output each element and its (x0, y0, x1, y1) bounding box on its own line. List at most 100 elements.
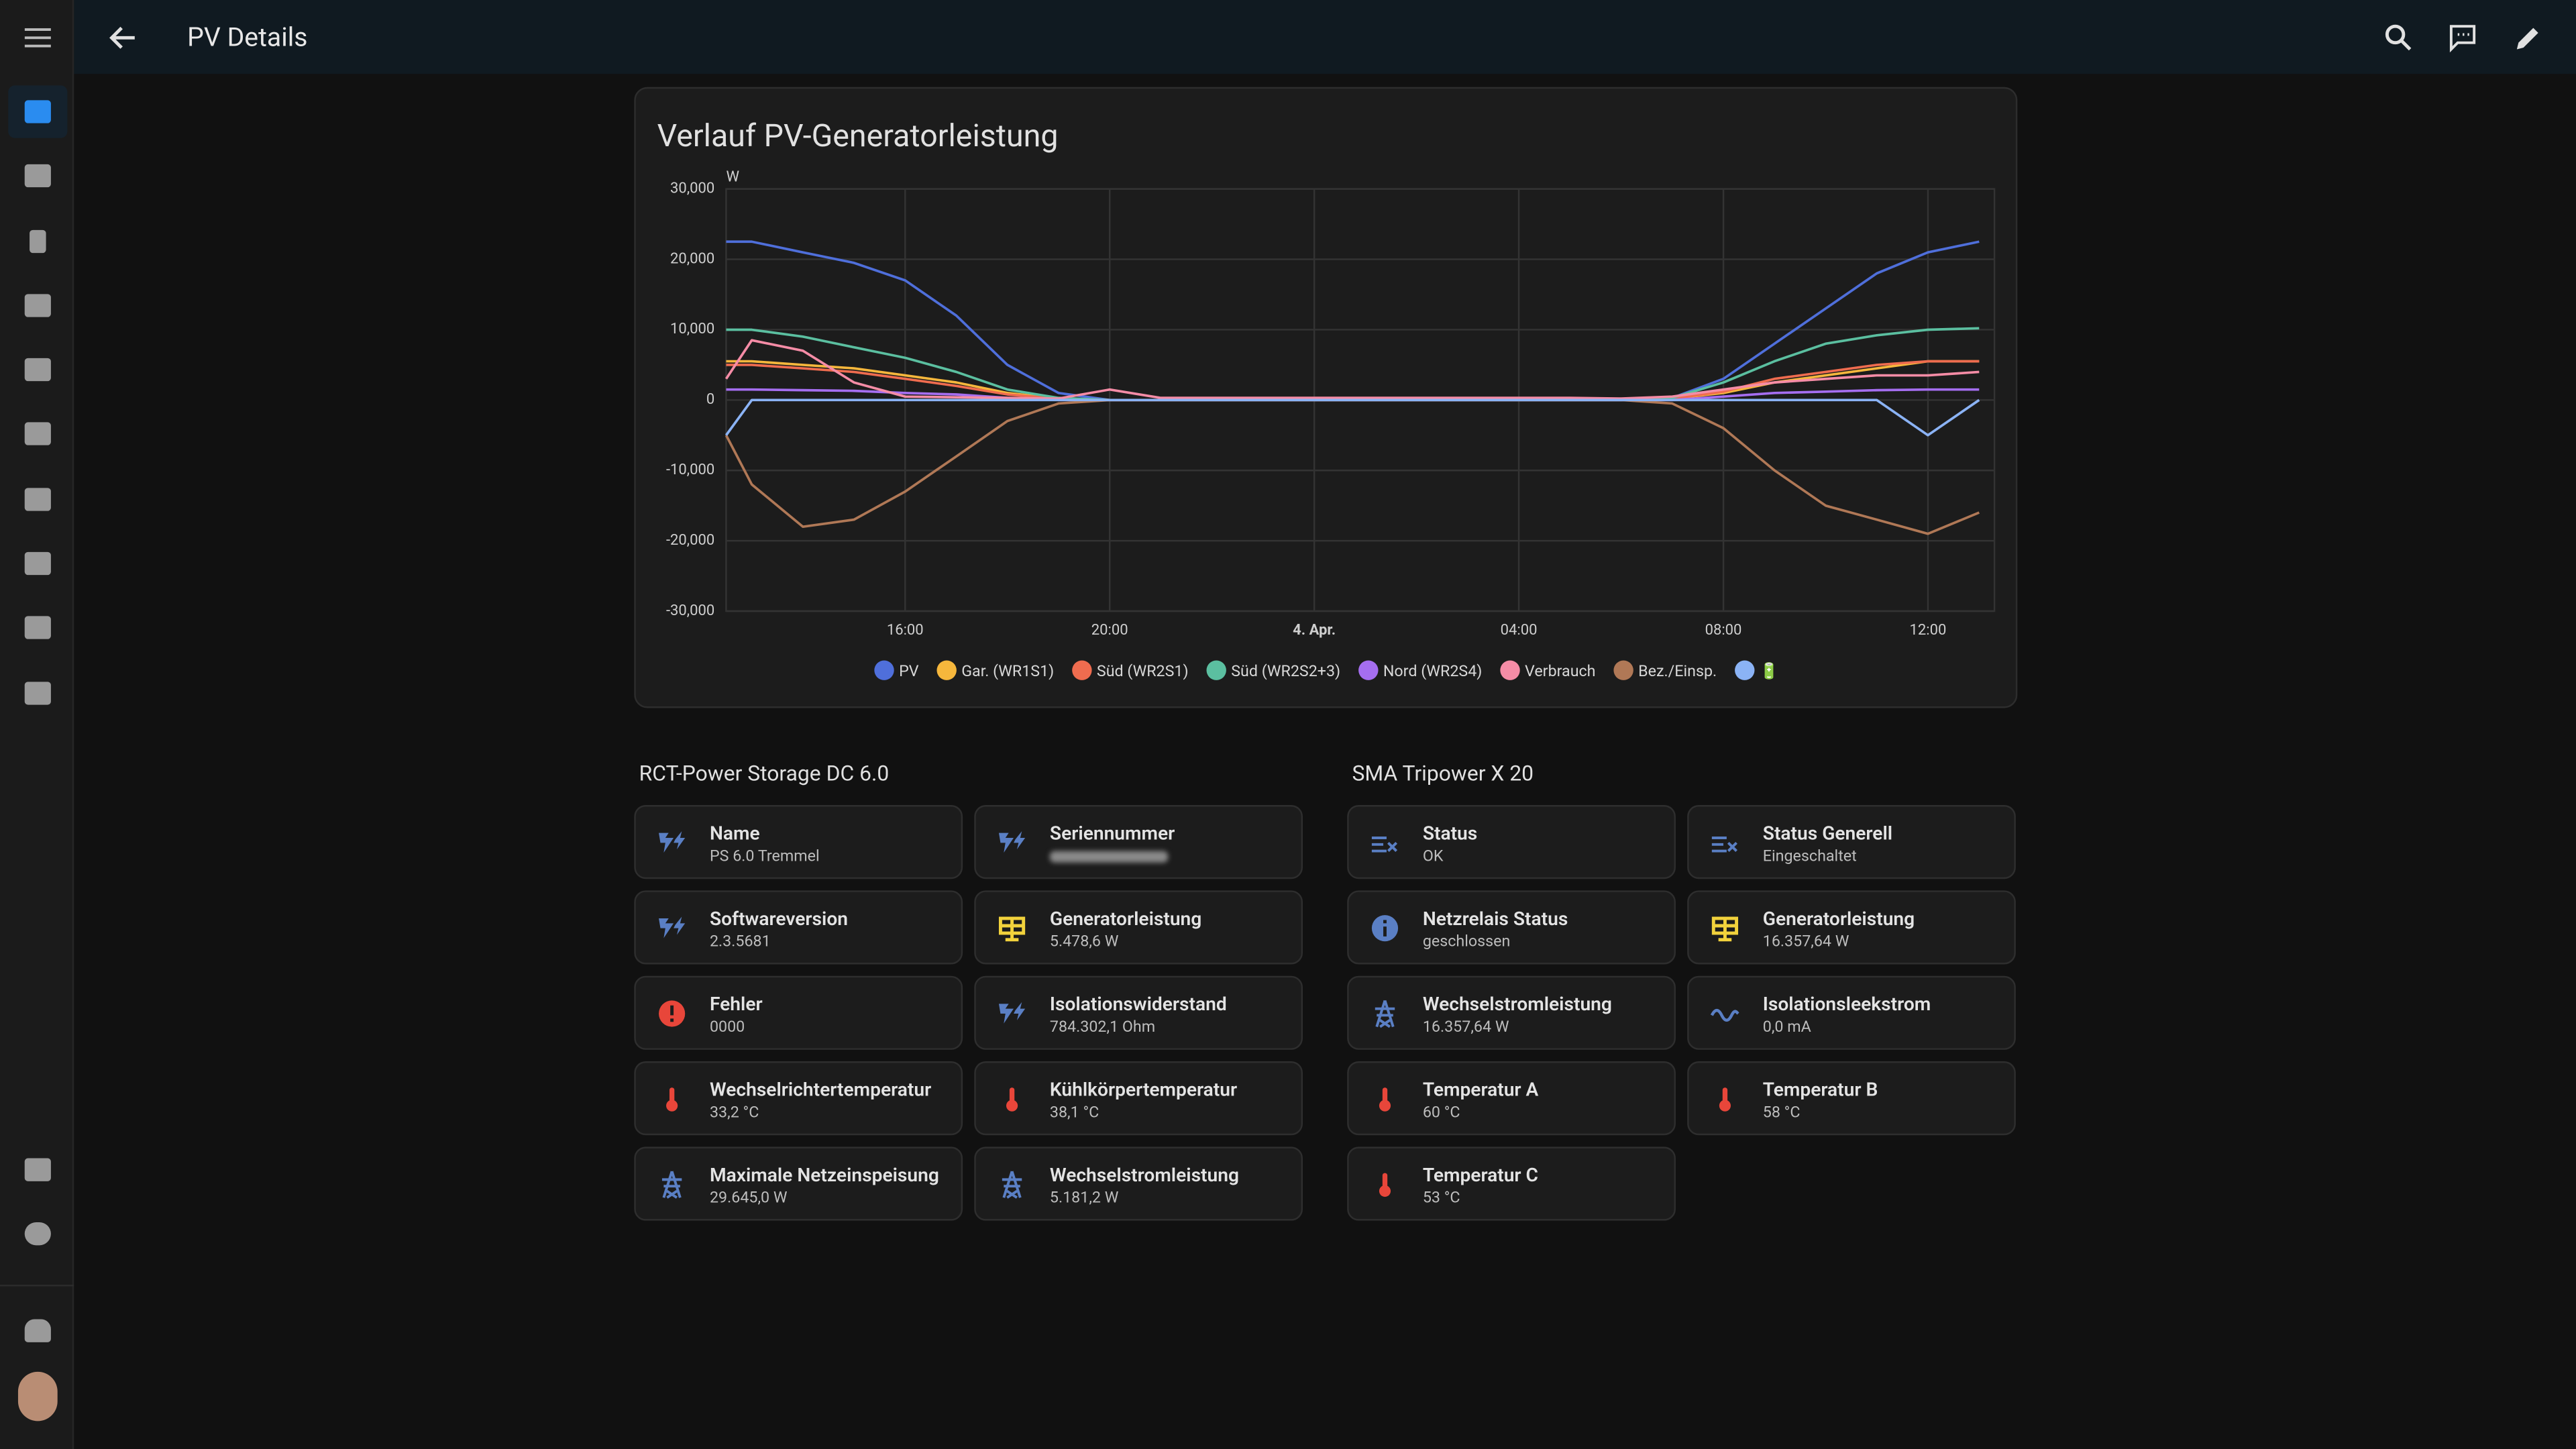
icon (1709, 998, 1741, 1030)
nav-developer[interactable] (24, 1158, 51, 1181)
entity-name: Temperatur A (1422, 1077, 1539, 1101)
edit-button[interactable] (2514, 23, 2543, 52)
legend-label: Süd (WR2S2+3) (1231, 661, 1340, 680)
user-avatar[interactable] (17, 1371, 58, 1421)
legend-swatch (1613, 660, 1633, 680)
entity-card[interactable]: Generatorleistung 5.478,6 W (974, 890, 1303, 965)
entity-card[interactable]: Wechselstromleistung 16.357,64 W (1347, 975, 1676, 1050)
entity-state: OK (1422, 847, 1444, 866)
entity-state: 0000 (709, 1018, 745, 1037)
legend-swatch (1735, 660, 1755, 680)
nav-energy[interactable] (30, 229, 46, 254)
entity-card[interactable]: Temperatur A 60 °C (1347, 1061, 1676, 1136)
icon (996, 998, 1028, 1030)
entity-card[interactable]: Generatorleistung 16.357,64 W (1687, 890, 2016, 965)
entity-state: 58 °C (1762, 1104, 1801, 1122)
legend-label: Bez./Einsp. (1638, 661, 1717, 680)
entity-name: Fehler (709, 992, 763, 1016)
series-line (726, 327, 1980, 402)
icon (1368, 1083, 1401, 1116)
entity-card[interactable]: Seriennummer (974, 805, 1303, 879)
entity-card[interactable]: Maximale Netzeinspeisung 29.645,0 W (634, 1146, 963, 1221)
menu-button[interactable] (24, 26, 51, 49)
icon (996, 1168, 1028, 1201)
x-tick-label: 4. Apr. (1293, 622, 1336, 639)
legend-swatch (874, 660, 894, 680)
nav-history[interactable] (24, 358, 51, 382)
entity-name: Maximale Netzeinspeisung (709, 1163, 939, 1187)
nav-calendar[interactable] (24, 422, 51, 445)
entity-card[interactable]: Isolationswiderstand 784.302,1 Ohm (974, 975, 1303, 1050)
entity-state: geschlossen (1422, 933, 1511, 951)
chart: Verlauf PV-Generatorleistung W -30,000 -2… (657, 118, 1996, 680)
entity-card[interactable]: Wechselrichtertemperatur 33,2 °C (634, 1061, 963, 1136)
entity-card[interactable]: Temperatur B 58 °C (1687, 1061, 2016, 1136)
back-button[interactable] (109, 23, 138, 52)
section-title: SMA Tripower X 20 (1352, 762, 1534, 788)
entity-name: Generatorleistung (1049, 906, 1202, 930)
nav-media[interactable] (24, 616, 51, 639)
entity-state: 0,0 mA (1762, 1018, 1811, 1037)
legend-swatch (1500, 660, 1520, 680)
legend-label: 🔋 (1760, 661, 1779, 680)
sidebar (0, 0, 74, 1449)
nav-tools[interactable] (24, 488, 51, 511)
legend-label: PV (899, 661, 919, 680)
icon (1368, 912, 1401, 945)
entity-state: 60 °C (1422, 1104, 1460, 1122)
entity-card[interactable]: Name PS 6.0 Tremmel (634, 805, 963, 879)
y-tick-label: 0 (706, 391, 714, 408)
x-tick-label: 12:00 (1910, 622, 1947, 639)
entity-state: 784.302,1 Ohm (1049, 1018, 1156, 1037)
entity-card[interactable]: Status OK (1347, 805, 1676, 879)
divider (0, 1285, 74, 1287)
assist-button[interactable] (2448, 23, 2477, 53)
legend-swatch (1072, 660, 1092, 680)
entity-card[interactable]: Netzrelais Status geschlossen (1347, 890, 1676, 965)
icon (655, 826, 688, 859)
x-tick-label: 08:00 (1705, 622, 1742, 639)
nav-hacs[interactable] (24, 551, 51, 576)
x-tick-label: 20:00 (1091, 622, 1128, 639)
legend-label: Nord (WR2S4) (1383, 661, 1483, 680)
nav-map[interactable] (24, 164, 51, 188)
entity-state: 2.3.5681 (709, 933, 771, 951)
legend-swatch (936, 660, 957, 680)
search-button[interactable] (2383, 23, 2413, 52)
y-tick-label: 10,000 (670, 321, 714, 337)
y-tick-label: -30,000 (666, 602, 714, 619)
icon (655, 1083, 688, 1116)
top-bar: PV Details (0, 0, 2576, 74)
entity-card[interactable]: Fehler 0000 (634, 975, 963, 1050)
entity-card[interactable]: Isolationsleekstrom 0,0 mA (1687, 975, 2016, 1050)
entity-name: Status (1422, 821, 1478, 845)
entity-state: Eingeschaltet (1762, 847, 1857, 866)
section-title: RCT-Power Storage DC 6.0 (639, 762, 890, 788)
entity-card[interactable]: Temperatur C 53 °C (1347, 1146, 1676, 1221)
entity-name: Status Generell (1762, 821, 1893, 845)
entity-name: Isolationsleekstrom (1762, 992, 1931, 1016)
entity-name: Wechselstromleistung (1422, 992, 1612, 1016)
entity-card[interactable]: Status Generell Eingeschaltet (1687, 805, 2016, 879)
entity-name: Kühlkörpertemperatur (1049, 1077, 1238, 1101)
entity-card[interactable]: Softwareversion 2.3.5681 (634, 890, 963, 965)
icon (1368, 1168, 1401, 1201)
entity-card[interactable]: Kühlkörpertemperatur 38,1 °C (974, 1061, 1303, 1136)
nav-overview[interactable] (24, 100, 51, 123)
y-tick-label: -20,000 (666, 532, 714, 549)
nav-terminal[interactable] (24, 682, 51, 705)
entity-state: 5.181,2 W (1049, 1189, 1119, 1208)
legend-label: Süd (WR2S1) (1097, 661, 1189, 680)
y-axis-label: W (726, 168, 739, 185)
nav-notifications[interactable] (24, 1319, 51, 1342)
x-tick-label: 04:00 (1501, 622, 1538, 639)
x-tick-label: 16:00 (887, 622, 924, 639)
entity-card[interactable]: Wechselstromleistung 5.181,2 W (974, 1146, 1303, 1221)
legend-label: Gar. (WR1S1) (961, 661, 1054, 680)
nav-logbook[interactable] (24, 294, 51, 317)
icon (655, 1168, 688, 1201)
icon (655, 998, 688, 1030)
blurred-state (1049, 851, 1169, 863)
nav-settings[interactable] (24, 1222, 51, 1246)
icon (1368, 998, 1401, 1030)
